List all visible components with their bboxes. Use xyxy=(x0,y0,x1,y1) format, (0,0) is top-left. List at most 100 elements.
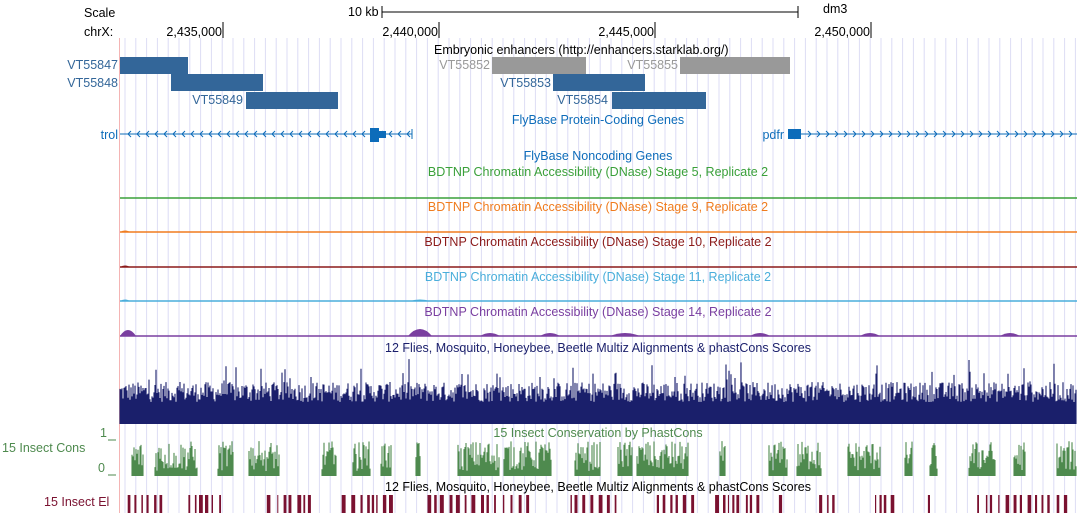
dnase-peak xyxy=(120,299,130,301)
cons-axis-max: 1 xyxy=(100,426,107,440)
strand-arrow xyxy=(888,130,893,138)
strand-arrow xyxy=(897,130,902,138)
enhancer-label[interactable]: VT55854 xyxy=(557,93,608,107)
elements-side-label[interactable]: 15 Insect El xyxy=(44,495,110,509)
dnase-track-title[interactable]: BDTNP Chromatin Accessibility (DNase) St… xyxy=(427,200,769,214)
gene-models[interactable] xyxy=(0,0,1078,150)
enhancer-feature[interactable] xyxy=(246,92,338,109)
strand-arrow xyxy=(199,130,204,138)
cons-axis-min: 0 xyxy=(98,461,105,475)
dnase-track-title[interactable]: BDTNP Chromatin Accessibility (DNase) St… xyxy=(424,305,772,319)
dnase-track-title[interactable]: BDTNP Chromatin Accessibility (DNase) St… xyxy=(427,165,769,179)
scale-label: Scale xyxy=(84,6,116,20)
phastcons-plot[interactable] xyxy=(0,0,1078,480)
enhancer-label[interactable]: VT55849 xyxy=(192,93,243,107)
enhancer-feature[interactable] xyxy=(171,74,263,91)
enhancer-label[interactable]: VT55853 xyxy=(500,76,551,90)
strand-arrow xyxy=(924,130,929,138)
strand-arrow xyxy=(352,130,357,138)
strand-arrow xyxy=(906,130,911,138)
strand-arrow xyxy=(1005,130,1010,138)
dnase-peak xyxy=(410,299,430,301)
gene-label-trol[interactable]: trol xyxy=(100,128,118,142)
strand-arrow xyxy=(244,130,249,138)
cons-side-label[interactable]: 15 Insect Cons xyxy=(2,441,86,455)
enhancer-label[interactable]: VT55852 xyxy=(439,58,490,72)
enhancer-label[interactable]: VT55855 xyxy=(627,58,678,72)
cons-track-title[interactable]: 15 Insect Conservation by PhastCons xyxy=(493,426,703,440)
dnase-peak xyxy=(120,230,130,232)
strand-arrow xyxy=(190,130,195,138)
strand-arrow xyxy=(226,130,231,138)
strand-arrow xyxy=(1068,130,1073,138)
strand-arrow xyxy=(154,130,159,138)
enhancer-label[interactable]: VT55848 xyxy=(67,76,118,90)
strand-arrow xyxy=(1041,130,1046,138)
strand-arrow xyxy=(1014,130,1019,138)
chrom-label: chrX: xyxy=(84,25,114,39)
strand-arrow xyxy=(825,130,830,138)
scale-bar xyxy=(381,6,799,18)
strand-arrow xyxy=(262,130,267,138)
strand-arrow xyxy=(1059,130,1064,138)
enhancer-feature[interactable] xyxy=(492,57,586,74)
dnase-signal-tracks[interactable] xyxy=(0,0,1078,345)
strand-arrow xyxy=(181,130,186,138)
enhancer-feature[interactable] xyxy=(612,92,706,109)
gene-exon xyxy=(370,128,379,142)
enhancer-label[interactable]: VT55847 xyxy=(67,58,118,72)
scale-bar-label: 10 kb xyxy=(348,5,379,19)
enhancer-feature[interactable] xyxy=(680,57,790,74)
strand-arrow xyxy=(307,130,312,138)
strand-arrow xyxy=(136,130,141,138)
ruler-tick-label: 2,450,000 xyxy=(814,25,870,39)
strand-arrow xyxy=(1050,130,1055,138)
strand-arrow xyxy=(915,130,920,138)
ruler-tick-label: 2,445,000 xyxy=(598,25,654,39)
assembly-label: dm3 xyxy=(823,2,848,16)
noncoding-genes-track-title[interactable]: FlyBase Noncoding Genes xyxy=(523,149,673,163)
strand-arrow xyxy=(861,130,866,138)
strand-arrow xyxy=(388,130,393,138)
protein-genes-track-title[interactable]: FlyBase Protein-Coding Genes xyxy=(511,113,685,127)
strand-arrow xyxy=(960,130,965,138)
gene-exon xyxy=(788,129,801,139)
strand-arrow xyxy=(316,130,321,138)
strand-arrow xyxy=(334,130,339,138)
strand-arrow xyxy=(852,130,857,138)
dnase-track-title[interactable]: BDTNP Chromatin Accessibility (DNase) St… xyxy=(424,270,772,284)
strand-arrow xyxy=(816,130,821,138)
ruler-ticks xyxy=(222,22,872,38)
strand-arrow xyxy=(361,130,366,138)
strand-arrow xyxy=(298,130,303,138)
dnase-peak xyxy=(860,333,880,336)
dnase-peak xyxy=(540,333,560,336)
strand-arrow xyxy=(951,130,956,138)
strand-arrow xyxy=(127,130,132,138)
multiz-conservation-plot[interactable] xyxy=(0,0,1078,430)
ruler-tick-label: 2,435,000 xyxy=(166,25,222,39)
multiz-track-title[interactable]: 12 Flies, Mosquito, Honeybee, Beetle Mul… xyxy=(385,341,811,355)
dnase-peak xyxy=(480,333,500,336)
strand-arrow xyxy=(987,130,992,138)
strand-arrow xyxy=(879,130,884,138)
dnase-peak xyxy=(610,333,640,336)
enhancers-track-title[interactable]: Embryonic enhancers (http://enhancers.st… xyxy=(434,43,729,57)
ruler-tick-label: 2,440,000 xyxy=(382,25,438,39)
strand-arrow xyxy=(172,130,177,138)
dnase-peak xyxy=(408,329,432,336)
strand-arrow xyxy=(1023,130,1028,138)
element-blocks xyxy=(127,495,1068,513)
strand-arrow xyxy=(807,130,812,138)
strand-arrow xyxy=(208,130,213,138)
enhancer-feature[interactable] xyxy=(553,74,645,91)
gene-label-pdfr[interactable]: pdfr xyxy=(762,128,784,142)
enhancer-feature[interactable] xyxy=(120,57,188,74)
dnase-track-title[interactable]: BDTNP Chromatin Accessibility (DNase) St… xyxy=(424,235,772,249)
elements-track-title[interactable]: 12 Flies, Mosquito, Honeybee, Beetle Mul… xyxy=(385,480,811,494)
strand-arrow xyxy=(870,130,875,138)
dnase-peak xyxy=(1000,333,1020,336)
